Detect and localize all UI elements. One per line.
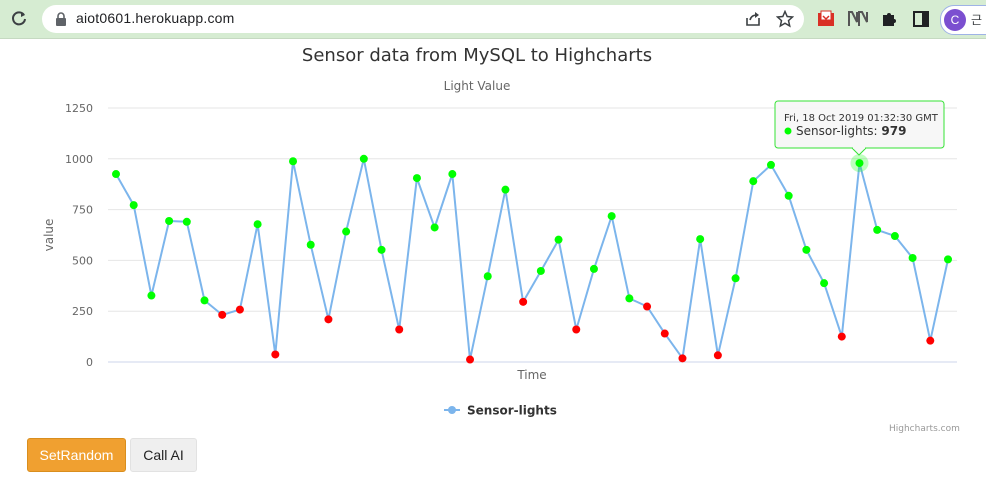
data-point[interactable] xyxy=(218,310,227,319)
tooltip-date: Fri, 18 Oct 2019 01:32:30 GMT xyxy=(784,113,939,124)
call-ai-button[interactable]: Call AI xyxy=(130,438,197,472)
bookmark-star-icon[interactable] xyxy=(776,10,794,28)
nn-extension-icon[interactable] xyxy=(848,9,868,29)
y-axis-label: value xyxy=(42,219,56,252)
data-point[interactable] xyxy=(483,272,492,281)
data-point[interactable] xyxy=(289,157,298,166)
data-point[interactable] xyxy=(908,253,917,262)
legend-marker xyxy=(448,406,456,414)
x-axis-label: Time xyxy=(516,368,546,382)
tooltip-series: Sensor-lights xyxy=(796,124,874,138)
y-tick-label: 750 xyxy=(72,204,93,217)
data-point[interactable] xyxy=(678,354,687,363)
data-point[interactable] xyxy=(448,170,457,179)
data-point[interactable] xyxy=(873,225,882,234)
puzzle-extensions-icon[interactable] xyxy=(879,9,899,29)
data-point[interactable] xyxy=(377,245,386,254)
url-text[interactable]: aiot0601.herokuapp.com xyxy=(76,10,235,26)
data-point[interactable] xyxy=(147,291,156,300)
data-point[interactable] xyxy=(696,235,705,244)
data-point[interactable] xyxy=(200,296,209,305)
highcharts-credits[interactable]: Highcharts.com xyxy=(889,424,960,434)
data-point[interactable] xyxy=(342,227,351,236)
chart-subtitle: Light Value xyxy=(443,79,511,93)
data-point[interactable] xyxy=(395,325,404,334)
data-points xyxy=(112,154,952,364)
svg-text:Sensor-lights: 979: Sensor-lights: 979 xyxy=(796,124,906,138)
chart-title: Sensor data from MySQL to Highcharts xyxy=(301,45,653,66)
data-point[interactable] xyxy=(926,336,935,345)
data-point[interactable] xyxy=(519,297,528,306)
data-point[interactable] xyxy=(784,191,793,200)
set-random-button[interactable]: SetRandom xyxy=(27,438,126,472)
lock-icon xyxy=(56,12,66,26)
tooltip-pointer xyxy=(851,147,867,156)
data-point[interactable] xyxy=(766,160,775,169)
data-point[interactable] xyxy=(554,235,563,244)
data-point[interactable] xyxy=(837,332,846,341)
data-point[interactable] xyxy=(643,302,652,311)
data-point[interactable] xyxy=(306,240,315,249)
y-tick-label: 1250 xyxy=(65,102,93,115)
profile-button[interactable]: C 근 xyxy=(940,5,986,35)
data-point[interactable] xyxy=(359,154,368,163)
data-point[interactable] xyxy=(802,245,811,254)
tooltip-colon: : xyxy=(874,124,882,138)
data-point[interactable] xyxy=(324,315,333,324)
browser-toolbar: aiot0601.herokuapp.com C xyxy=(0,0,986,39)
data-point[interactable] xyxy=(944,255,952,264)
data-point[interactable] xyxy=(749,177,758,186)
data-point[interactable] xyxy=(182,217,191,226)
data-point[interactable] xyxy=(165,216,174,225)
data-point[interactable] xyxy=(820,279,829,288)
data-point[interactable] xyxy=(536,266,545,275)
grid-lines xyxy=(108,107,957,363)
reload-icon[interactable] xyxy=(8,8,30,30)
avatar: C xyxy=(944,9,966,31)
y-tick-label: 0 xyxy=(86,356,93,369)
share-icon[interactable] xyxy=(744,10,762,28)
data-point[interactable] xyxy=(607,212,616,221)
data-point[interactable] xyxy=(253,220,262,229)
legend-label[interactable]: Sensor-lights xyxy=(467,404,557,418)
data-point[interactable] xyxy=(890,232,899,241)
y-axis: 0 250 500 750 1000 1250 xyxy=(65,102,93,369)
data-point[interactable] xyxy=(412,174,421,183)
data-point[interactable] xyxy=(466,355,475,364)
data-point[interactable] xyxy=(589,264,598,273)
tooltip-value: 979 xyxy=(881,124,906,138)
y-tick-label: 250 xyxy=(72,305,93,318)
data-point[interactable] xyxy=(129,201,138,210)
series-sensor-lights xyxy=(115,157,949,361)
tooltip: Fri, 18 Oct 2019 01:32:30 GMT Sensor-lig… xyxy=(774,100,945,156)
profile-label: 근 xyxy=(971,13,983,27)
series-line xyxy=(115,157,949,361)
data-point[interactable] xyxy=(855,159,864,168)
legend[interactable]: Sensor-lights xyxy=(444,404,557,418)
address-bar[interactable]: aiot0601.herokuapp.com xyxy=(42,5,804,33)
data-point[interactable] xyxy=(731,274,740,283)
data-point[interactable] xyxy=(625,294,634,303)
pdf-extension-icon[interactable] xyxy=(816,9,836,29)
y-tick-label: 500 xyxy=(72,254,93,267)
data-point[interactable] xyxy=(112,170,120,179)
data-point[interactable] xyxy=(713,351,722,360)
tooltip-marker xyxy=(784,127,792,135)
data-point[interactable] xyxy=(572,325,581,334)
side-panel-icon[interactable] xyxy=(911,9,931,29)
data-point[interactable] xyxy=(660,329,669,338)
data-point[interactable] xyxy=(501,185,510,194)
data-point[interactable] xyxy=(271,350,280,359)
data-point[interactable] xyxy=(430,223,439,232)
y-tick-label: 1000 xyxy=(65,153,93,166)
data-point[interactable] xyxy=(235,305,244,314)
